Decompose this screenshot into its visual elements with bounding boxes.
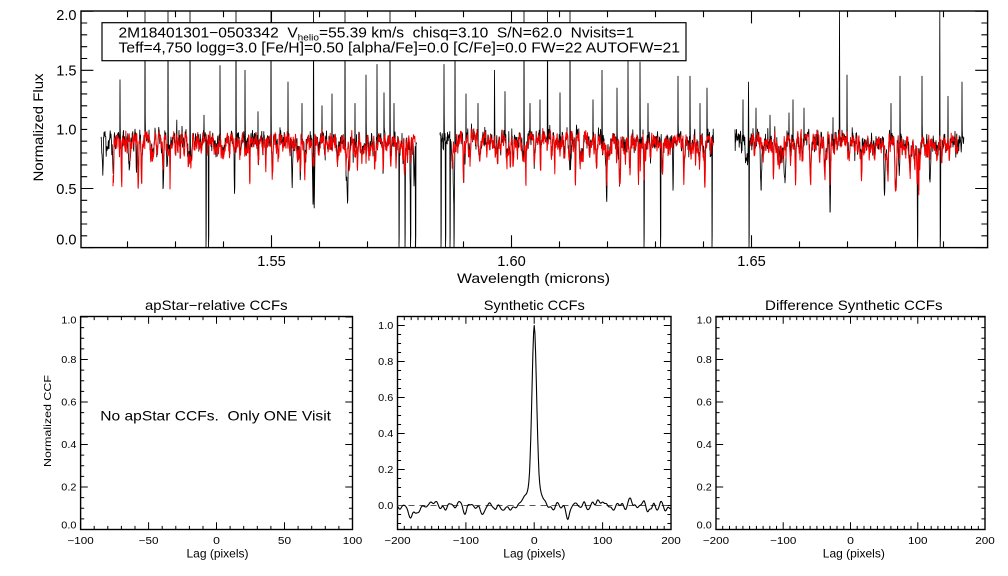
svg-text:1.0: 1.0 (56, 123, 76, 139)
svg-text:1.0: 1.0 (697, 316, 713, 327)
svg-text:100: 100 (908, 536, 928, 547)
svg-text:−200: −200 (703, 536, 730, 547)
svg-text:200: 200 (975, 536, 995, 547)
svg-text:0.0: 0.0 (378, 501, 394, 512)
svg-text:Normalized CCF: Normalized CCF (43, 375, 54, 467)
svg-text:0.8: 0.8 (378, 357, 394, 368)
svg-text:1.5: 1.5 (56, 64, 76, 80)
svg-text:−100: −100 (770, 536, 797, 547)
svg-text:apStar−relative CCFs: apStar−relative CCFs (145, 298, 288, 313)
svg-text:0: 0 (213, 536, 220, 547)
svg-text:Normalized Flux: Normalized Flux (30, 74, 46, 182)
svg-text:100: 100 (343, 536, 363, 547)
svg-text:0.8: 0.8 (697, 355, 713, 366)
svg-text:1.0: 1.0 (61, 316, 77, 327)
svg-text:200: 200 (661, 536, 681, 547)
svg-text:No apStar CCFs. Only ONE Visi: No apStar CCFs. Only ONE Visit (100, 409, 331, 424)
svg-text:100: 100 (593, 536, 613, 547)
svg-text:0: 0 (531, 536, 538, 547)
svg-text:0.6: 0.6 (61, 398, 77, 409)
svg-text:1.0: 1.0 (378, 321, 394, 332)
svg-text:0.2: 0.2 (61, 483, 77, 494)
svg-text:0.6: 0.6 (697, 398, 713, 409)
svg-text:0.0: 0.0 (61, 521, 77, 532)
svg-text:Teff=4,750 logg=3.0 [Fe/H]=0.5: Teff=4,750 logg=3.0 [Fe/H]=0.50 [alpha/F… (119, 41, 681, 57)
svg-text:0.4: 0.4 (697, 440, 713, 451)
svg-text:−200: −200 (384, 536, 411, 547)
svg-text:1.60: 1.60 (497, 254, 525, 270)
svg-text:Lag (pixels): Lag (pixels) (823, 547, 885, 561)
svg-text:−100: −100 (453, 536, 480, 547)
svg-text:Lag (pixels): Lag (pixels) (186, 547, 248, 561)
svg-text:−50: −50 (139, 536, 159, 547)
svg-text:0.5: 0.5 (56, 182, 76, 198)
svg-text:Difference Synthetic CCFs: Difference Synthetic CCFs (765, 298, 943, 313)
svg-text:0.4: 0.4 (378, 429, 394, 440)
svg-text:Wavelength (microns): Wavelength (microns) (457, 270, 610, 286)
svg-text:Lag (pixels): Lag (pixels) (503, 547, 565, 561)
svg-text:Synthetic CCFs: Synthetic CCFs (484, 298, 585, 313)
svg-text:0.2: 0.2 (378, 465, 394, 476)
svg-text:=55.39 km/s chisq=3.10 S/N=6: =55.39 km/s chisq=3.10 S/N=62.0 Nvisits=… (319, 26, 634, 42)
svg-text:helio: helio (298, 33, 319, 44)
svg-text:0.4: 0.4 (61, 440, 77, 451)
svg-text:50: 50 (278, 536, 292, 547)
svg-text:0.0: 0.0 (697, 521, 713, 532)
svg-text:1.55: 1.55 (257, 254, 285, 270)
svg-text:2.0: 2.0 (56, 8, 76, 24)
svg-text:0.2: 0.2 (697, 483, 713, 494)
svg-text:0.6: 0.6 (378, 393, 394, 404)
svg-text:0.0: 0.0 (56, 232, 76, 248)
svg-text:2M18401301−0503342 V: 2M18401301−0503342 V (119, 26, 298, 42)
svg-text:0: 0 (847, 536, 854, 547)
svg-text:1.65: 1.65 (737, 254, 765, 270)
svg-text:0.8: 0.8 (61, 355, 77, 366)
svg-text:−100: −100 (68, 536, 95, 547)
